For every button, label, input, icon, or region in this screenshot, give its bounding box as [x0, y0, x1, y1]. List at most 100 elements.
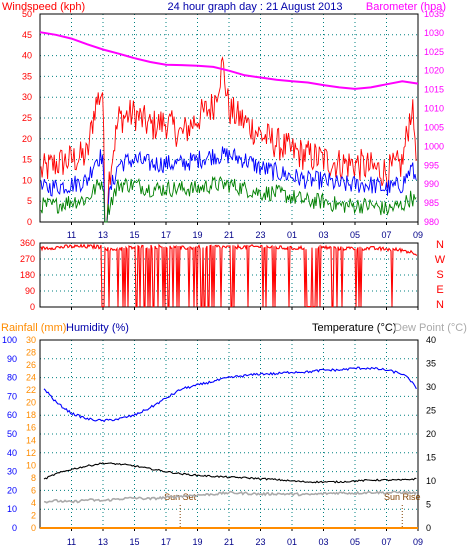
humidity-tick-label: 0: [12, 523, 17, 533]
windspeed-tick-label: 20: [22, 134, 32, 144]
wind-x-tick-label: 17: [161, 230, 171, 240]
direction-tick-label: 180: [20, 270, 35, 280]
sun-event-label: Sun Set: [164, 492, 197, 502]
compass-label: W: [435, 254, 446, 266]
rainfall-tick-label: 20: [26, 398, 36, 408]
rainfall-tick-label: 8: [31, 473, 36, 483]
thermo-series-humidity: [43, 366, 417, 423]
barometer-tick-label: 1005: [424, 122, 444, 132]
thermo-x-tick-label: 17: [161, 537, 171, 547]
windspeed-tick-label: 35: [22, 71, 32, 81]
rainfall-tick-label: 0: [31, 523, 36, 533]
wind-x-tick-label: 19: [192, 230, 202, 240]
barometer-tick-label: 1030: [424, 28, 444, 38]
rainfall-tick-label: 18: [26, 410, 36, 420]
temperature-tick-label: 5: [426, 500, 431, 510]
barometer-tick-label: 1020: [424, 66, 444, 76]
wind-series-wind-speed: [40, 146, 417, 223]
direction-plot-frame: [39, 242, 419, 308]
rainfall-tick-label: 10: [26, 460, 36, 470]
rainfall-tick-label: 14: [26, 435, 36, 445]
thermo-x-tick-label: 23: [255, 537, 265, 547]
rainfall-tick-label: 4: [31, 498, 36, 508]
wind-x-tick-label: 01: [287, 230, 297, 240]
barometer-tick-label: 1000: [424, 141, 444, 151]
thermo-x-tick-label: 05: [350, 537, 360, 547]
wind-x-tick-label: 05: [350, 230, 360, 240]
windspeed-tick-label: 10: [22, 175, 32, 185]
windspeed-tick-label: 30: [22, 92, 32, 102]
temperature-label: Temperature (°C): [312, 322, 396, 334]
barometer-tick-label: 1025: [424, 47, 444, 57]
thermo-x-tick-label: 21: [224, 537, 234, 547]
barometer-line: [39, 31, 419, 90]
thermo-x-tick-label: 11: [67, 537, 76, 547]
rainfall-tick-label: 26: [26, 360, 36, 370]
windspeed-tick-label: 45: [22, 30, 32, 40]
humidity-tick-label: 30: [7, 467, 17, 477]
rainfall-tick-label: 12: [26, 448, 36, 458]
humidity-tick-label: 90: [7, 354, 17, 364]
thermo-x-tick-label: 01: [287, 537, 297, 547]
humidity-label: Humidity (%): [66, 322, 129, 334]
barometer-tick-label: 990: [424, 179, 439, 189]
direction-tick-label: 360: [20, 238, 35, 248]
wind-x-tick-label: 23: [255, 230, 265, 240]
direction-tick-label: 90: [25, 286, 35, 296]
rainfall-tick-label: 30: [26, 335, 36, 345]
compass-label: N: [436, 239, 444, 251]
rainfall-tick-label: 24: [26, 373, 36, 383]
temperature-tick-label: 15: [426, 453, 436, 463]
barometer-axis-label: Barometer (hpa): [366, 1, 446, 13]
thermo-x-tick-label: 03: [318, 537, 328, 547]
humidity-tick-label: 80: [7, 373, 17, 383]
wind-x-tick-label: 21: [224, 230, 234, 240]
rainfall-tick-label: 22: [26, 385, 36, 395]
windspeed-tick-label: 15: [22, 155, 32, 165]
temperature-tick-label: 35: [426, 359, 436, 369]
compass-label: S: [436, 269, 443, 281]
windspeed-tick-label: 40: [22, 51, 32, 61]
windspeed-axis-label: Windspeed (kph): [2, 1, 85, 13]
wind-series-average: [40, 175, 417, 223]
thermo-x-tick-label: 13: [98, 537, 108, 547]
windspeed-tick-label: 50: [22, 9, 32, 19]
humidity-tick-label: 10: [7, 504, 17, 514]
windspeed-tick-label: 25: [22, 113, 32, 123]
windspeed-tick-label: 0: [27, 217, 32, 227]
wind-series-gust: [40, 56, 417, 223]
rainfall-tick-label: 6: [31, 485, 36, 495]
humidity-tick-label: 20: [7, 485, 17, 495]
wind-x-tick-label: 13: [98, 230, 108, 240]
barometer-tick-label: 1010: [424, 104, 444, 114]
wind-plot-frame: [39, 13, 419, 223]
humidity-tick-label: 60: [7, 410, 17, 420]
chart-title: 24 hour graph day : 21 August 2013: [168, 1, 343, 13]
wind-x-tick-label: 07: [381, 230, 391, 240]
temperature-tick-label: 30: [426, 382, 436, 392]
sun-event-label: Sun Rise: [384, 492, 421, 502]
rainfall-tick-label: 2: [31, 510, 36, 520]
thermo-x-tick-label: 07: [381, 537, 391, 547]
barometer-tick-label: 980: [424, 217, 439, 227]
dew-point-label: Dew Point (°C): [394, 322, 467, 334]
windspeed-tick-label: 5: [27, 196, 32, 206]
humidity-tick-label: 70: [7, 391, 17, 401]
wind-x-tick-label: 09: [413, 230, 423, 240]
wind-x-tick-label: 11: [67, 230, 76, 240]
thermo-x-tick-label: 15: [129, 537, 139, 547]
humidity-tick-label: 50: [7, 429, 17, 439]
compass-label: E: [436, 284, 443, 296]
rainfall-tick-label: 16: [26, 423, 36, 433]
thermo-x-tick-label: 19: [192, 537, 202, 547]
barometer-tick-label: 1015: [424, 85, 444, 95]
wind-direction-line: [40, 242, 418, 308]
thermo-series-dew-point: [43, 490, 418, 504]
rainfall-tick-label: 28: [26, 348, 36, 358]
rainfall-label: Rainfall (mm): [1, 322, 66, 334]
thermo-x-tick-label: 09: [413, 537, 423, 547]
temperature-tick-label: 40: [426, 335, 436, 345]
temperature-tick-label: 20: [426, 429, 436, 439]
